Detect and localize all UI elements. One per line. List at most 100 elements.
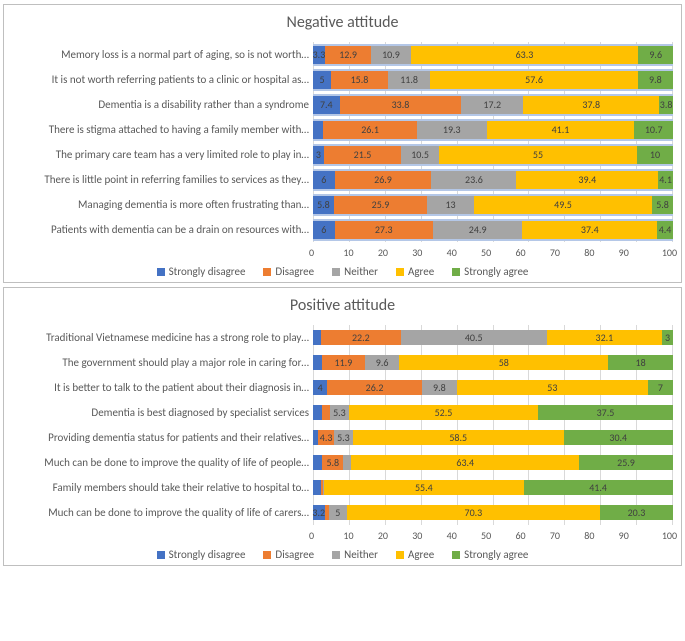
stacked-bar: 11.99.65818 xyxy=(313,355,673,370)
axis-tick: 40 xyxy=(447,529,481,542)
bar-row: 515.811.857.69.8 xyxy=(313,67,673,92)
stacked-bar: 7.433.817.237.83.8 xyxy=(313,94,673,116)
bar-segment-strongly-agree: 37.5 xyxy=(538,405,673,420)
bar-segment-neither: 5.3 xyxy=(330,405,349,420)
bar-segment-strongly-disagree: 7.4 xyxy=(313,96,340,114)
bar-segment-agree: 39.4 xyxy=(516,171,658,189)
bar-segment-agree: 37.8 xyxy=(523,96,659,114)
bar-segment-neither: 5 xyxy=(329,505,347,520)
bar-segment-strongly-disagree: 4 xyxy=(313,380,327,395)
bar-row: 627.324.937.44.4 xyxy=(313,217,673,242)
swatch-neither xyxy=(332,551,340,559)
axis-tick: 90 xyxy=(619,246,653,259)
stacked-bar: 4.35.358.530.4 xyxy=(313,430,673,445)
category-label: It is not worth referring patients to a … xyxy=(8,67,313,92)
category-label: Patients with dementia can be a drain on… xyxy=(8,217,313,242)
bar-segment-agree: 55.4 xyxy=(324,480,523,495)
bar-segment-disagree: 12.9 xyxy=(325,46,371,64)
category-label: There is little point in referring famil… xyxy=(8,167,313,192)
swatch-disagree xyxy=(263,268,271,276)
bar-segment-agree: 63.3 xyxy=(411,46,639,64)
bar-segment-strongly-agree: 10 xyxy=(637,146,673,164)
bar-segment-strongly-agree: 30.4 xyxy=(564,430,673,445)
bar-row: 5.352.537.5 xyxy=(313,400,673,425)
bar-segment-neither: 5.3 xyxy=(334,430,353,445)
bar-segment-strongly-disagree: 6 xyxy=(313,221,335,239)
positive-title: Positive attitude xyxy=(4,296,681,315)
stacked-bar: 5.352.537.5 xyxy=(313,405,673,420)
bar-segment-agree: 49.5 xyxy=(474,196,652,214)
stacked-bar: 626.923.639.44.1 xyxy=(313,169,673,191)
axis-tick: 20 xyxy=(378,529,412,542)
bar-segment-disagree: 33.8 xyxy=(340,96,462,114)
swatch-strongly-disagree xyxy=(157,551,165,559)
category-label: Memory loss is a normal part of aging, s… xyxy=(8,42,313,67)
legend-item-agree: Agree xyxy=(396,265,434,278)
bar-segment-agree: 58 xyxy=(399,355,608,370)
category-label: Dementia is best diagnosed by specialist… xyxy=(8,400,313,425)
bar-segment-strongly-agree: 4.4 xyxy=(657,221,673,239)
bar-segment-neither: 24.9 xyxy=(433,221,523,239)
bar-segment-disagree: 27.3 xyxy=(335,221,433,239)
axis-tick: 60 xyxy=(515,246,549,259)
negative-bars: 3.312.910.963.39.6515.811.857.69.87.433.… xyxy=(313,42,673,242)
bar-segment-strongly-disagree: 3 xyxy=(313,146,324,164)
bar-segment-strongly-disagree xyxy=(313,121,323,139)
legend-item-neither: Neither xyxy=(332,265,378,278)
category-label: The government should play a major role … xyxy=(8,350,313,375)
category-label: Managing dementia is more often frustrat… xyxy=(8,192,313,217)
positive-attitude-panel: Positive attitude Traditional Vietnamese… xyxy=(3,287,682,566)
category-label: Much can be done to improve the quality … xyxy=(8,500,313,525)
category-label: Providing dementia status for patients a… xyxy=(8,425,313,450)
bar-segment-disagree: 22.2 xyxy=(321,330,401,345)
legend-item-strongly-agree: Strongly agree xyxy=(452,548,528,561)
bar-row: 7.433.817.237.83.8 xyxy=(313,92,673,117)
bar-segment-agree: 63.4 xyxy=(351,455,579,470)
category-label: Dementia is a disability rather than a s… xyxy=(8,92,313,117)
bar-segment-neither: 9.6 xyxy=(365,355,400,370)
stacked-bar: 26.119.341.110.7 xyxy=(313,119,673,141)
positive-bars: 22.240.532.1311.99.65818426.29.85375.352… xyxy=(313,325,673,525)
axis-tick: 90 xyxy=(619,529,653,542)
axis-tick: 30 xyxy=(412,529,446,542)
bar-row: 426.29.8537 xyxy=(313,375,673,400)
axis-tick: 70 xyxy=(550,246,584,259)
negative-plot: 3.312.910.963.39.6515.811.857.69.87.433.… xyxy=(313,42,673,242)
axis-tick: 10 xyxy=(343,529,377,542)
bar-segment-strongly-agree: 41.4 xyxy=(524,480,673,495)
bar-segment-strongly-disagree xyxy=(313,480,321,495)
bar-row: 55.441.4 xyxy=(313,475,673,500)
bar-segment-strongly-agree: 20.3 xyxy=(600,505,673,520)
axis-tick: 80 xyxy=(584,529,618,542)
axis-tick: 70 xyxy=(550,529,584,542)
axis-tick: 20 xyxy=(378,246,412,259)
positive-plot: 22.240.532.1311.99.65818426.29.85375.352… xyxy=(313,325,673,525)
swatch-disagree xyxy=(263,551,271,559)
legend-item-strongly-disagree: Strongly disagree xyxy=(157,265,246,278)
axis-tick: 100 xyxy=(661,246,677,259)
bar-segment-disagree: 4.3 xyxy=(318,430,333,445)
bar-row: 11.99.65818 xyxy=(313,350,673,375)
axis-tick: 60 xyxy=(515,529,549,542)
bar-segment-neither: 9.8 xyxy=(422,380,457,395)
bar-segment-strongly-disagree xyxy=(313,330,321,345)
bar-segment-neither xyxy=(343,455,351,470)
bar-segment-strongly-disagree: 5.8 xyxy=(313,196,334,214)
bar-row: 626.923.639.44.1 xyxy=(313,167,673,192)
negative-x-axis: 0102030405060708090100 xyxy=(4,246,681,259)
bar-segment-strongly-disagree: 5 xyxy=(313,71,331,89)
negative-attitude-panel: Negative attitude Memory loss is a norma… xyxy=(3,4,682,283)
bar-segment-neither: 11.8 xyxy=(388,71,430,89)
swatch-strongly-agree xyxy=(452,268,460,276)
bar-row: 321.510.55510 xyxy=(313,142,673,167)
bar-segment-disagree: 15.8 xyxy=(331,71,388,89)
stacked-bar: 5.863.425.9 xyxy=(313,455,673,470)
bar-segment-strongly-agree: 7 xyxy=(648,380,673,395)
bar-segment-strongly-agree: 5.8 xyxy=(652,196,673,214)
bar-segment-strongly-agree: 25.9 xyxy=(579,455,672,470)
bar-segment-disagree: 21.5 xyxy=(324,146,401,164)
bar-segment-agree: 55 xyxy=(439,146,637,164)
legend-item-disagree: Disagree xyxy=(263,548,314,561)
positive-legend: Strongly disagree Disagree Neither Agree… xyxy=(4,548,681,561)
positive-chart: Traditional Vietnamese medicine has a st… xyxy=(4,325,681,525)
